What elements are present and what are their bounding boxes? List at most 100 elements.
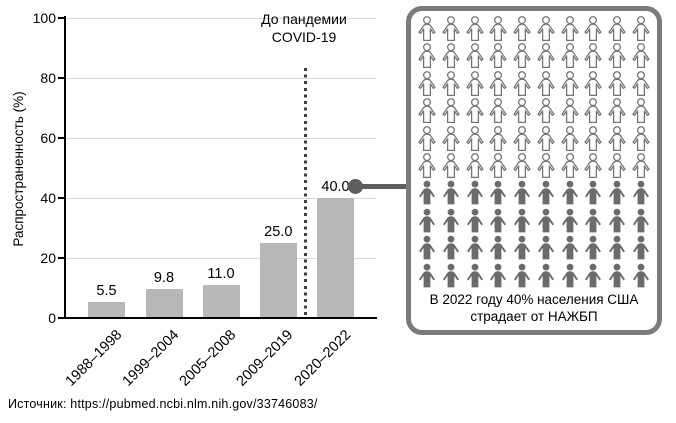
bar-value-label-2005–2008: 11.0 [207, 266, 235, 282]
bar-2005–2008 [202, 285, 240, 317]
person-outline-icon [584, 43, 602, 69]
person-outline-icon [465, 153, 484, 178]
annotation-line-1: До пандемии [261, 11, 347, 27]
person-outline-icon [632, 153, 650, 178]
person-outline-icon [489, 98, 507, 124]
person-filled-icon [561, 208, 578, 233]
person-outline-icon [584, 70, 602, 96]
person-outline-icon [489, 125, 507, 151]
person-outline-icon [537, 98, 555, 124]
person-outline-icon [442, 70, 460, 96]
y-axis-title: Распространенность (%) [11, 91, 26, 247]
person-outline-icon [465, 125, 484, 151]
gridline-100 [66, 17, 376, 19]
person-filled-icon [442, 208, 459, 233]
person-outline-icon [418, 98, 436, 124]
person-outline-icon [489, 16, 507, 41]
person-outline-icon [560, 70, 579, 96]
person-filled-icon [537, 208, 554, 233]
icon-row [416, 235, 652, 260]
person-outline-icon [608, 98, 626, 124]
person-filled-icon [585, 181, 602, 205]
y-tick-40 [58, 197, 65, 199]
person-filled-icon [609, 263, 626, 287]
person-outline-icon [537, 153, 555, 178]
person-outline-icon [513, 98, 531, 124]
person-filled-icon [537, 235, 554, 260]
y-tick-60 [58, 137, 65, 139]
person-filled-icon [585, 235, 602, 260]
person-filled-icon [632, 181, 649, 205]
person-filled-icon [537, 181, 554, 205]
person-outline-icon [513, 70, 531, 96]
person-filled-icon [419, 208, 435, 233]
bar-value-label-1988–1998: 5.5 [96, 282, 117, 299]
y-tick-100 [58, 17, 65, 19]
person-outline-icon [418, 16, 436, 41]
person-filled-icon [466, 235, 483, 260]
person-outline-icon [584, 16, 602, 41]
person-filled-icon [466, 208, 483, 233]
person-filled-icon [442, 235, 459, 260]
person-outline-icon [442, 98, 460, 124]
person-filled-icon [514, 235, 531, 260]
person-outline-icon [537, 125, 555, 151]
icon-row [416, 43, 652, 69]
y-tick-label-20: 20 [40, 250, 56, 266]
person-outline-icon [513, 153, 531, 178]
icon-row [416, 263, 652, 288]
person-outline-icon [465, 70, 484, 96]
bar-value-label-2020–2022: 40.0 [321, 179, 350, 195]
person-outline-icon [560, 153, 579, 178]
bar-1988–1998 [88, 301, 125, 317]
person-filled-icon [419, 235, 435, 260]
y-tick-label-80: 80 [40, 70, 56, 86]
person-filled-icon [561, 263, 578, 287]
person-outline-icon [537, 70, 555, 96]
person-filled-icon [585, 263, 602, 287]
x-axis-line [64, 317, 377, 319]
population-icon-grid [411, 11, 657, 288]
person-outline-icon [608, 70, 626, 96]
person-outline-icon [418, 125, 436, 151]
icon-row [416, 180, 652, 205]
person-outline-icon [513, 125, 531, 151]
y-tick-label-60: 60 [40, 130, 56, 146]
person-outline-icon [608, 16, 626, 41]
source-citation: Источник: https://pubmed.ncbi.nlm.nih.go… [8, 397, 318, 411]
person-filled-icon [632, 235, 649, 260]
person-outline-icon [489, 153, 507, 178]
caption-line-2: страдает от НАЖБП [470, 308, 598, 324]
person-filled-icon [609, 208, 626, 233]
person-filled-icon [490, 181, 507, 205]
bar-2009–2019 [259, 243, 297, 317]
person-outline-icon [537, 43, 555, 69]
y-axis-line [64, 16, 66, 319]
infographic-caption: В 2022 году 40% населения США страдает о… [411, 291, 657, 325]
y-tick-0 [58, 317, 65, 319]
person-outline-icon [513, 43, 531, 69]
person-outline-icon [442, 153, 460, 178]
gridline-20 [66, 257, 376, 259]
person-filled-icon [537, 263, 554, 287]
person-outline-icon [560, 43, 579, 69]
person-filled-icon [609, 235, 626, 260]
icon-row [416, 16, 652, 41]
person-outline-icon [465, 43, 484, 69]
person-outline-icon [465, 98, 484, 124]
person-filled-icon [466, 181, 483, 205]
person-filled-icon [490, 263, 507, 287]
person-filled-icon [419, 181, 435, 205]
person-filled-icon [632, 208, 649, 233]
person-outline-icon [608, 153, 626, 178]
connector-dot [348, 179, 363, 194]
person-outline-icon [513, 16, 531, 41]
caption-line-1: В 2022 году 40% населения США [429, 291, 639, 307]
y-tick-label-40: 40 [40, 190, 56, 206]
person-filled-icon [514, 181, 531, 205]
bar-2020–2022 [317, 198, 354, 317]
y-tick-80 [58, 77, 65, 79]
person-filled-icon [490, 208, 507, 233]
pre-pandemic-divider-line [304, 68, 307, 318]
pre-pandemic-annotation: До пандемии COVID-19 [224, 10, 384, 46]
